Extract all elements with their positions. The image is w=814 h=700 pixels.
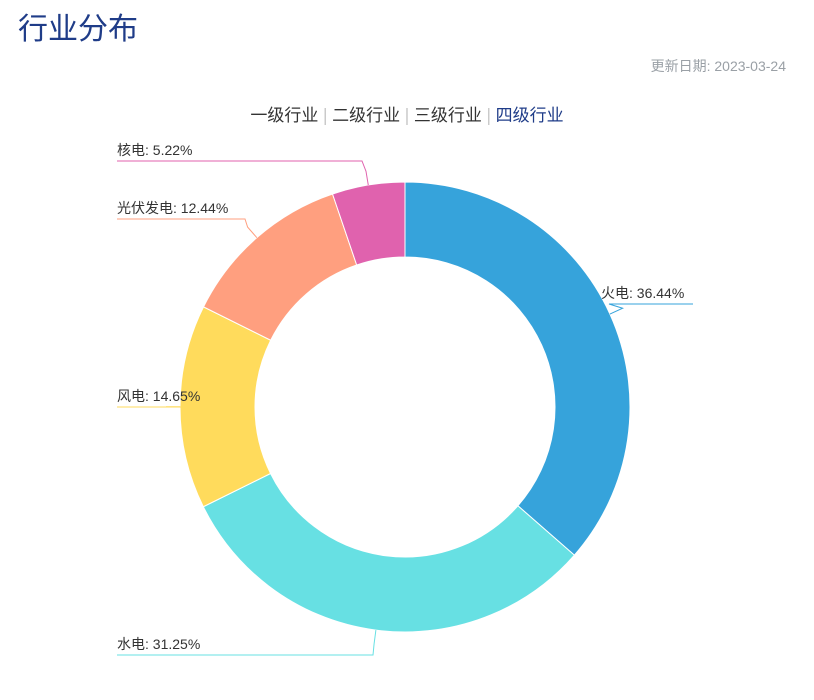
leader-line-3: [117, 218, 258, 238]
tab-level-2[interactable]: 二级行业: [332, 106, 401, 126]
page-title: 行业分布: [18, 12, 138, 47]
slice-label-1: 水电: 31.25%: [117, 636, 200, 652]
slice-0[interactable]: [404, 181, 631, 556]
slice-1[interactable]: [202, 472, 576, 633]
leader-line-4: [117, 160, 369, 186]
tab-level-1[interactable]: 一级行业: [250, 106, 319, 126]
slice-4[interactable]: [331, 181, 406, 266]
tab-separator: |: [404, 106, 410, 126]
slice-label-3: 光伏发电: 12.44%: [117, 200, 228, 216]
tab-separator: |: [485, 106, 492, 126]
slice-label-2: 风电: 14.65%: [117, 388, 200, 404]
slice-label-0: 火电: 36.44%: [601, 285, 684, 301]
leader-line-0: [608, 303, 693, 315]
chart-slices: [179, 181, 631, 633]
tab-level-3[interactable]: 三级行业: [413, 106, 482, 126]
tab-level-4[interactable]: 四级行业: [495, 106, 564, 126]
industry-level-tabs: 一级行业 | 二级行业 | 三级行业 | 四级行业: [0, 101, 814, 126]
slice-label-4: 核电: 5.22%: [117, 142, 192, 158]
update-date: 更新日期: 2023-03-24: [650, 58, 786, 74]
tab-separator: |: [322, 106, 329, 126]
leader-line-1: [117, 630, 377, 656]
chart-labels: 火电: 36.44% 水电: 31.25% 风电: 14.65% 光伏发电: 12.4…: [117, 142, 693, 656]
